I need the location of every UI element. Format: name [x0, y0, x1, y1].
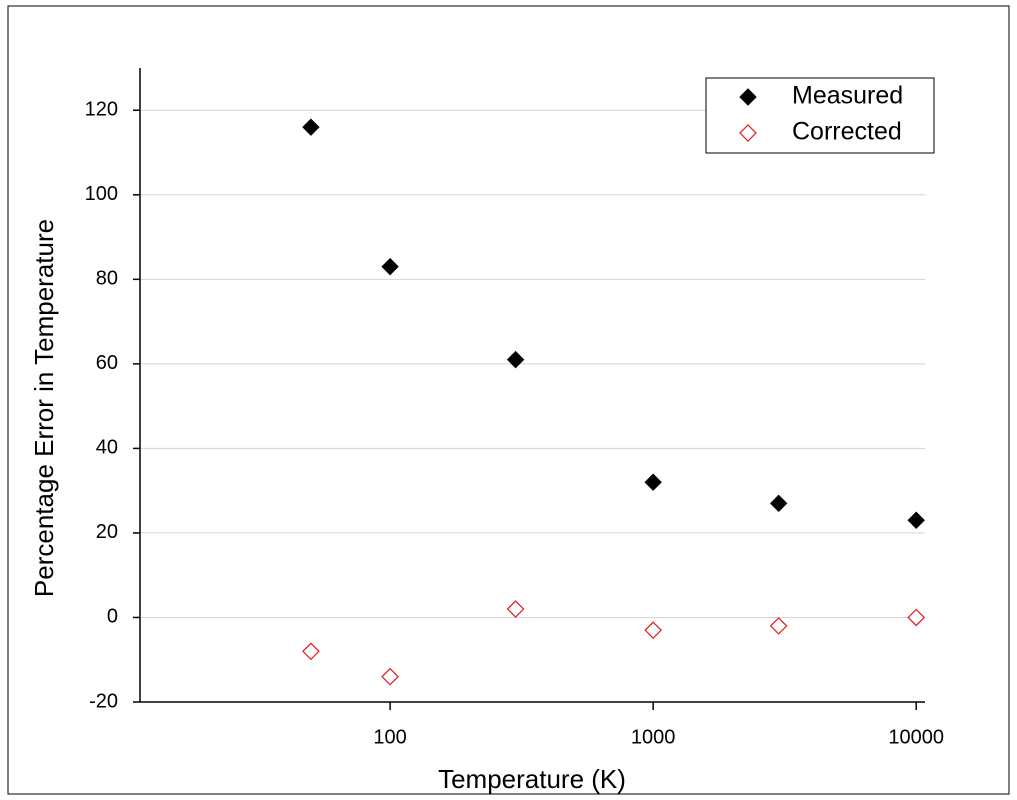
legend-box — [705, 77, 935, 154]
y-tick-label: 60 — [96, 352, 118, 374]
y-tick-label: 120 — [85, 99, 118, 121]
data-point — [506, 600, 525, 618]
data-point — [644, 473, 662, 491]
x-tick-label: 1000 — [631, 726, 676, 748]
legend-label: Corrected — [792, 118, 902, 146]
data-point — [769, 617, 788, 635]
y-axis-title: Percentage Error in Temperature — [29, 219, 59, 597]
data-point — [381, 667, 399, 686]
data-point — [302, 118, 320, 136]
data-point — [506, 350, 525, 369]
y-tick-label: 20 — [96, 521, 118, 543]
data-point — [769, 494, 788, 513]
y-tick-label: 0 — [107, 606, 118, 628]
x-tick-label: 10000 — [888, 726, 944, 748]
data-point — [644, 621, 663, 639]
y-tick-label: 100 — [85, 183, 118, 205]
legend-label: Measured — [792, 82, 903, 110]
data-point — [907, 608, 926, 627]
y-tick-label: -20 — [89, 690, 118, 712]
x-tick-label: 100 — [373, 726, 406, 748]
data-point — [302, 642, 320, 661]
legend-marker — [739, 88, 757, 106]
data-point — [381, 257, 399, 276]
data-point — [907, 511, 925, 529]
y-tick-label: 80 — [96, 268, 118, 290]
x-axis-title: Temperature (K) — [438, 764, 626, 794]
y-tick-label: 40 — [96, 437, 118, 459]
frame — [7, 5, 1010, 795]
legend-marker — [739, 124, 757, 142]
